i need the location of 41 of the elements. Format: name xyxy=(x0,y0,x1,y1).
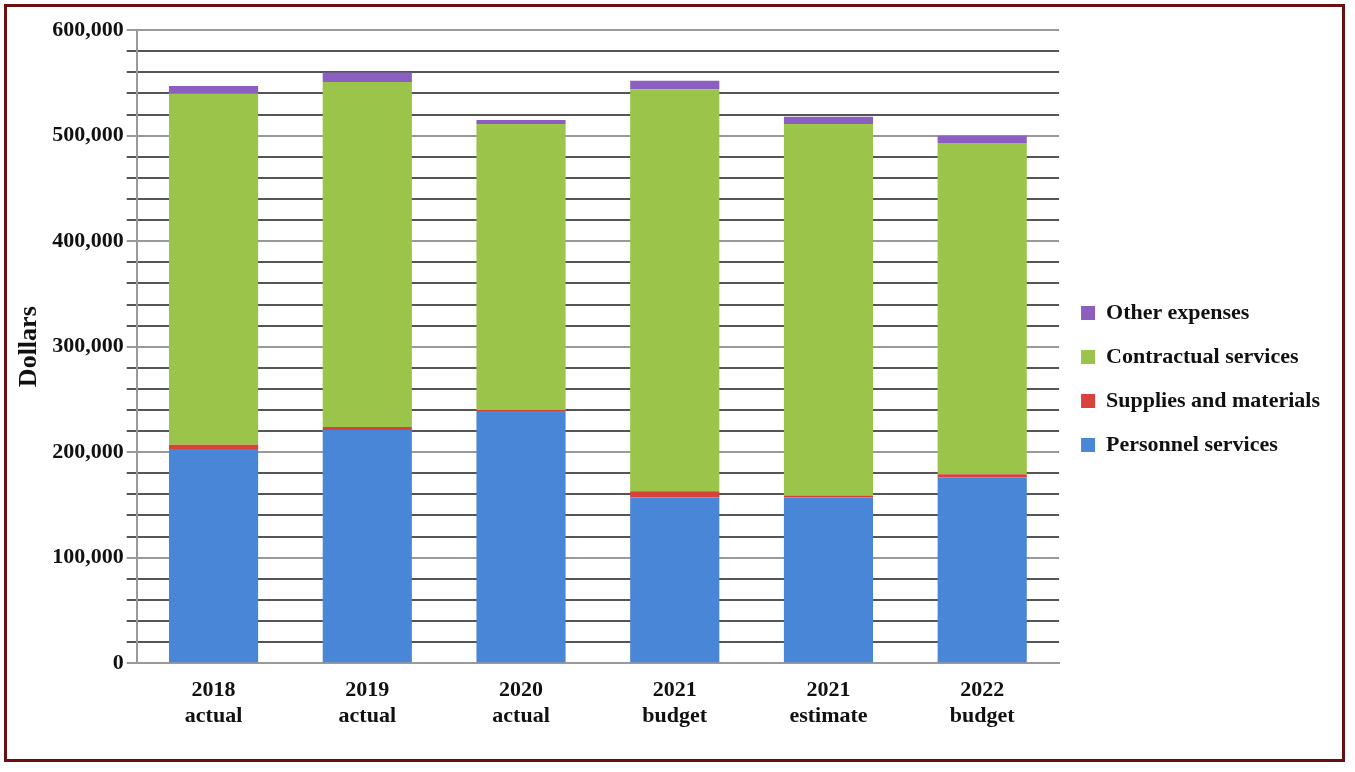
bar xyxy=(322,81,412,427)
y-tick-label: 400,000 xyxy=(52,226,124,252)
legend-label: Personnel services xyxy=(1106,430,1279,456)
y-tick-label: 300,000 xyxy=(52,332,124,358)
bar xyxy=(168,93,259,445)
bar xyxy=(937,143,1027,475)
bar xyxy=(937,477,1027,663)
y-tick-label: 0 xyxy=(112,648,124,674)
bar xyxy=(783,495,874,498)
bar xyxy=(630,491,720,498)
bar xyxy=(630,497,720,663)
y-axis-title: Dollars xyxy=(13,306,43,388)
x-tick-label: 2020 actual xyxy=(492,676,550,728)
bar xyxy=(783,497,874,663)
bar xyxy=(937,474,1027,478)
bar xyxy=(630,89,720,492)
bar xyxy=(168,449,259,663)
bar xyxy=(322,72,412,82)
y-tick-label: 200,000 xyxy=(52,437,124,463)
bar xyxy=(322,426,412,431)
x-tick-label: 2021 estimate xyxy=(789,676,868,728)
x-tick-label: 2022 budget xyxy=(949,676,1016,728)
bar xyxy=(783,116,874,125)
bar xyxy=(168,444,259,450)
x-tick-label: 2021 budget xyxy=(642,676,708,728)
bar xyxy=(476,124,566,410)
legend-label: Supplies and materials xyxy=(1106,386,1321,412)
x-tick-label: 2018 actual xyxy=(184,676,243,728)
y-tick-label: 100,000 xyxy=(52,543,124,569)
bar xyxy=(937,135,1027,144)
legend-label: Contractual services xyxy=(1106,342,1299,368)
y-tick-label: 500,000 xyxy=(52,121,124,147)
y-tick-label: 600,000 xyxy=(52,15,124,41)
bar xyxy=(168,86,259,94)
x-tick-label: 2019 actual xyxy=(338,676,397,728)
bar xyxy=(630,80,720,90)
bar xyxy=(783,124,874,496)
bar xyxy=(476,119,566,125)
bar xyxy=(476,411,566,663)
bar xyxy=(322,430,412,663)
legend-label: Other expenses xyxy=(1106,298,1250,324)
